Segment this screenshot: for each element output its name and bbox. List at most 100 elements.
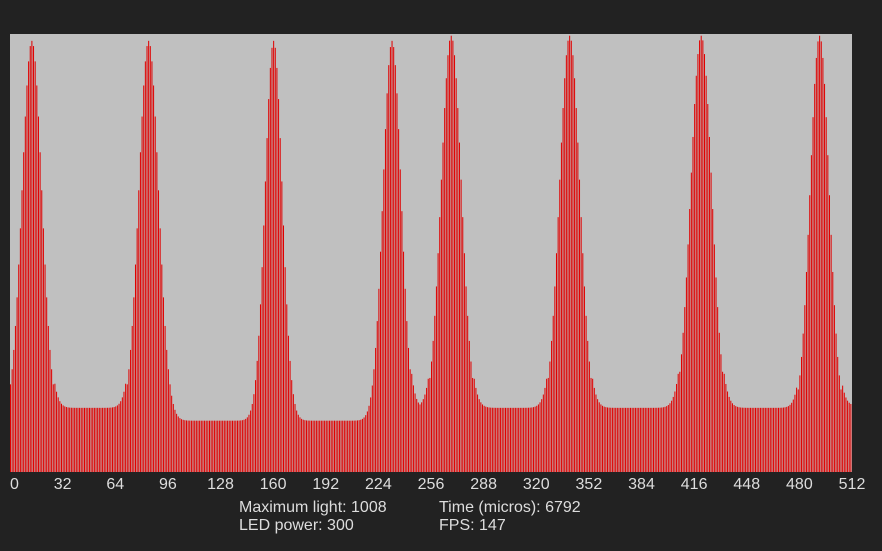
histogram-bar bbox=[805, 271, 807, 472]
histogram-bar bbox=[435, 286, 437, 472]
histogram-bar bbox=[625, 407, 627, 472]
histogram-bar bbox=[26, 85, 28, 472]
histogram-bar bbox=[809, 195, 811, 473]
histogram-bar bbox=[204, 420, 206, 472]
histogram-bar bbox=[567, 40, 569, 472]
histogram-bar bbox=[46, 297, 48, 472]
histogram-bar bbox=[564, 78, 566, 473]
histogram-bar bbox=[513, 407, 515, 472]
histogram-bar bbox=[384, 129, 386, 473]
histogram-bar bbox=[485, 406, 487, 472]
histogram-bar bbox=[674, 391, 676, 472]
histogram-bar bbox=[419, 404, 421, 472]
histogram-bar bbox=[24, 116, 26, 472]
histogram-bar bbox=[537, 404, 539, 472]
histogram-bar bbox=[82, 407, 84, 472]
time-row: Time (micros): 6792 bbox=[439, 499, 581, 517]
histogram-bar bbox=[366, 411, 368, 472]
x-tick-label: 352 bbox=[576, 476, 603, 493]
histogram-bar bbox=[37, 116, 39, 472]
histogram-bar bbox=[432, 340, 434, 472]
histogram-bar bbox=[532, 407, 534, 472]
histogram-bar bbox=[116, 405, 118, 472]
histogram-bar bbox=[477, 394, 479, 472]
histogram-bar bbox=[794, 394, 796, 472]
histogram-bar bbox=[544, 387, 546, 472]
histogram-bar bbox=[687, 244, 689, 472]
histogram-bar bbox=[370, 397, 372, 472]
histogram-bar bbox=[23, 152, 25, 472]
histogram-bar bbox=[337, 420, 339, 472]
fps-row: FPS: 147 bbox=[439, 517, 581, 535]
histogram-bar bbox=[784, 407, 786, 472]
histogram-bar bbox=[778, 407, 780, 472]
histogram-bar bbox=[255, 380, 257, 472]
histogram-bar bbox=[138, 190, 140, 473]
histogram-bar bbox=[555, 253, 557, 472]
histogram-bar bbox=[825, 117, 827, 472]
histogram-bar bbox=[585, 315, 587, 472]
histogram-bar bbox=[376, 321, 378, 472]
histogram-bar bbox=[699, 40, 701, 472]
histogram-bar bbox=[325, 420, 327, 472]
histogram-bar bbox=[833, 305, 835, 472]
histogram-bar bbox=[822, 57, 824, 473]
histogram-bar bbox=[731, 403, 733, 472]
histogram-bar bbox=[454, 55, 456, 472]
histogram-bar bbox=[427, 378, 429, 472]
histogram-bar bbox=[810, 155, 812, 472]
histogram-bar bbox=[225, 420, 227, 472]
histogram-bar bbox=[700, 35, 702, 473]
histogram-bar bbox=[213, 420, 215, 472]
histogram-bar bbox=[161, 264, 163, 472]
histogram-bar bbox=[375, 347, 377, 472]
histogram-bar bbox=[736, 406, 738, 472]
histogram-bar bbox=[84, 407, 86, 472]
histogram-bar bbox=[352, 420, 354, 472]
histogram-bar bbox=[319, 420, 321, 472]
histogram-bar bbox=[338, 420, 340, 472]
histogram-bar bbox=[542, 394, 544, 472]
histogram-bar bbox=[623, 407, 625, 472]
histogram-bar bbox=[29, 46, 31, 472]
histogram-bar bbox=[847, 400, 849, 472]
histogram-bar bbox=[151, 61, 153, 473]
histogram-bar bbox=[136, 228, 138, 472]
histogram-bar bbox=[692, 136, 694, 472]
histogram-bar bbox=[450, 35, 452, 473]
histogram-bar bbox=[235, 420, 237, 472]
histogram-bar bbox=[286, 304, 288, 472]
histogram-bar bbox=[327, 420, 329, 472]
histogram-bar bbox=[748, 407, 750, 472]
histogram-bar bbox=[223, 420, 225, 472]
histogram-bar bbox=[824, 83, 826, 472]
histogram-bar bbox=[718, 332, 720, 472]
histogram-bar bbox=[475, 387, 477, 472]
histogram-bar bbox=[629, 407, 632, 472]
histogram-bar bbox=[804, 305, 806, 472]
histogram-bar bbox=[312, 420, 314, 472]
histogram-bar bbox=[712, 209, 714, 472]
histogram-bar bbox=[394, 65, 396, 472]
histogram-bar bbox=[245, 418, 247, 472]
histogram-bar bbox=[579, 179, 581, 472]
histogram-bar bbox=[248, 414, 250, 472]
histogram-bar bbox=[745, 407, 747, 472]
histogram-bar bbox=[603, 406, 605, 472]
histogram-bar bbox=[296, 410, 298, 472]
histogram-bar bbox=[590, 377, 592, 472]
histogram-bar bbox=[240, 420, 242, 472]
histogram-bar bbox=[694, 104, 696, 472]
histogram-bar bbox=[57, 397, 59, 472]
histogram-bar bbox=[64, 406, 66, 472]
histogram-bar bbox=[756, 407, 758, 472]
histogram-bar bbox=[621, 407, 623, 472]
histogram-bar bbox=[587, 340, 589, 472]
histogram-bar bbox=[342, 420, 344, 472]
histogram-bar bbox=[317, 420, 319, 472]
histogram-bar bbox=[407, 347, 409, 472]
histogram-bar bbox=[480, 402, 482, 472]
histogram-bar bbox=[72, 407, 74, 472]
histogram-bar bbox=[768, 407, 770, 472]
histogram-bar bbox=[850, 403, 852, 472]
